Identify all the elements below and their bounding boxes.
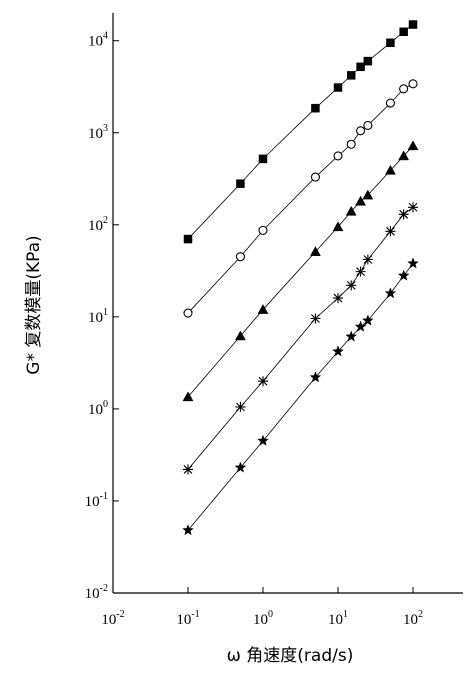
x-tick-label: 102 bbox=[403, 609, 423, 628]
marker bbox=[363, 56, 373, 66]
marker bbox=[234, 461, 247, 473]
marker bbox=[257, 304, 269, 314]
x-axis-title: ω 角速度(rad/s) bbox=[227, 646, 354, 666]
y-tick-label: 10-2 bbox=[85, 583, 108, 602]
marker bbox=[408, 202, 419, 213]
marker bbox=[235, 401, 246, 412]
marker bbox=[257, 434, 269, 446]
y-tick-label: 104 bbox=[88, 31, 108, 50]
marker bbox=[385, 164, 396, 175]
marker bbox=[345, 205, 357, 216]
marker bbox=[362, 189, 374, 200]
marker bbox=[332, 345, 344, 357]
marker bbox=[182, 391, 194, 402]
marker bbox=[385, 226, 396, 237]
marker bbox=[258, 154, 268, 164]
marker bbox=[398, 150, 410, 161]
marker bbox=[354, 320, 367, 332]
x-tick-label: 100 bbox=[253, 609, 273, 628]
marker bbox=[385, 98, 395, 108]
marker bbox=[183, 464, 194, 475]
y-tick-label: 103 bbox=[88, 123, 108, 142]
marker bbox=[183, 308, 193, 318]
marker bbox=[398, 209, 409, 220]
marker bbox=[235, 330, 246, 341]
marker bbox=[235, 252, 245, 262]
marker bbox=[384, 287, 397, 299]
x-tick-label: 10-1 bbox=[176, 609, 199, 628]
marker bbox=[408, 20, 418, 29]
marker bbox=[309, 371, 322, 383]
marker bbox=[345, 330, 358, 342]
marker bbox=[407, 140, 419, 151]
marker bbox=[397, 269, 410, 281]
marker bbox=[333, 83, 343, 92]
marker bbox=[408, 79, 418, 89]
marker bbox=[399, 27, 408, 37]
marker bbox=[258, 225, 268, 235]
y-tick-label: 10-1 bbox=[85, 491, 108, 510]
marker bbox=[182, 524, 194, 536]
marker bbox=[333, 293, 344, 304]
marker bbox=[386, 38, 395, 48]
fit-line bbox=[187, 206, 414, 470]
marker bbox=[399, 84, 409, 94]
marker bbox=[346, 139, 356, 149]
marker bbox=[311, 103, 320, 113]
marker bbox=[356, 62, 365, 72]
marker bbox=[407, 257, 419, 269]
marker bbox=[183, 234, 193, 244]
marker bbox=[346, 280, 357, 291]
marker bbox=[362, 254, 373, 265]
marker bbox=[361, 314, 374, 326]
marker bbox=[363, 120, 373, 131]
fit-line bbox=[187, 263, 414, 531]
y-axis-title: G* 复数模量(KPa) bbox=[24, 235, 44, 374]
marker bbox=[332, 221, 344, 232]
marker bbox=[346, 71, 356, 80]
x-tick-label: 101 bbox=[328, 609, 348, 628]
marker bbox=[333, 151, 343, 161]
marker bbox=[310, 172, 320, 182]
marker bbox=[258, 376, 269, 387]
marker bbox=[356, 126, 366, 136]
x-tick-label: 10-2 bbox=[101, 609, 124, 628]
marker bbox=[310, 313, 321, 324]
y-tick-label: 101 bbox=[88, 307, 108, 326]
marker bbox=[310, 246, 321, 256]
y-tick-label: 102 bbox=[88, 215, 108, 234]
marker bbox=[355, 195, 367, 206]
marker bbox=[236, 179, 245, 188]
fit-line bbox=[187, 83, 414, 314]
fit-line bbox=[187, 24, 414, 240]
marker bbox=[355, 266, 366, 277]
fit-line bbox=[187, 145, 414, 398]
y-tick-label: 100 bbox=[88, 399, 108, 418]
